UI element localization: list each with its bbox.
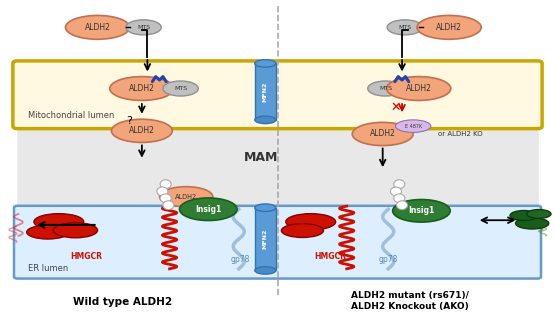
Text: HMGCR: HMGCR: [314, 252, 346, 261]
Text: ALDH2: ALDH2: [436, 23, 462, 32]
Ellipse shape: [255, 60, 276, 67]
Text: ALDH2: ALDH2: [129, 126, 155, 135]
Bar: [255, 208, 276, 270]
Text: ALDH2: ALDH2: [175, 194, 197, 200]
Text: MFN2: MFN2: [263, 82, 268, 102]
Ellipse shape: [34, 214, 84, 230]
Text: MFN2: MFN2: [263, 229, 268, 249]
Ellipse shape: [179, 198, 237, 220]
Ellipse shape: [126, 20, 162, 35]
Ellipse shape: [163, 201, 174, 209]
Ellipse shape: [393, 194, 405, 203]
FancyBboxPatch shape: [14, 206, 541, 278]
Text: E 487K: E 487K: [405, 124, 422, 129]
Text: or ALDH2 KO: or ALDH2 KO: [438, 131, 483, 137]
Text: Insig1: Insig1: [195, 205, 221, 214]
Ellipse shape: [110, 77, 174, 100]
Text: MTS: MTS: [137, 25, 150, 30]
Text: ✕: ✕: [391, 101, 401, 114]
Ellipse shape: [392, 199, 450, 222]
Ellipse shape: [255, 116, 276, 123]
Bar: [17, 120, 538, 208]
Ellipse shape: [163, 81, 198, 96]
Ellipse shape: [160, 180, 171, 189]
Bar: [255, 63, 276, 120]
Text: HMGCR: HMGCR: [70, 252, 103, 261]
Text: MTS: MTS: [379, 86, 392, 91]
Ellipse shape: [53, 223, 98, 238]
Ellipse shape: [387, 77, 451, 100]
Text: ALDH2 mutant (rs671)/: ALDH2 mutant (rs671)/: [351, 291, 470, 300]
Text: Mitochondrial lumen: Mitochondrial lumen: [28, 111, 115, 120]
Text: MTS: MTS: [398, 25, 411, 30]
Ellipse shape: [395, 120, 431, 132]
Ellipse shape: [112, 119, 172, 142]
Text: gp78: gp78: [379, 255, 398, 264]
Ellipse shape: [160, 194, 171, 203]
Ellipse shape: [368, 81, 403, 96]
Ellipse shape: [352, 122, 413, 146]
Ellipse shape: [516, 218, 549, 229]
Text: ALDH2 Knockout (AKO): ALDH2 Knockout (AKO): [351, 302, 469, 311]
Ellipse shape: [393, 180, 405, 189]
Ellipse shape: [160, 187, 213, 207]
Ellipse shape: [157, 187, 168, 196]
Ellipse shape: [281, 224, 324, 238]
Text: ?: ?: [126, 117, 132, 126]
Ellipse shape: [255, 266, 276, 274]
Text: ALDH2: ALDH2: [129, 84, 155, 93]
Text: ALDH2: ALDH2: [370, 129, 396, 139]
Ellipse shape: [255, 204, 276, 211]
Ellipse shape: [510, 210, 538, 220]
Ellipse shape: [417, 15, 481, 39]
Text: MTS: MTS: [174, 86, 187, 91]
Ellipse shape: [527, 209, 551, 218]
Text: Wild type ALDH2: Wild type ALDH2: [73, 297, 172, 307]
FancyBboxPatch shape: [13, 61, 542, 129]
Ellipse shape: [390, 187, 401, 196]
Text: MAM: MAM: [244, 151, 278, 164]
Ellipse shape: [286, 214, 336, 230]
Text: ALDH2: ALDH2: [406, 84, 432, 93]
Text: ER lumen: ER lumen: [28, 264, 69, 273]
Text: Insig1: Insig1: [408, 206, 435, 215]
Ellipse shape: [27, 225, 69, 239]
Text: gp78: gp78: [230, 255, 250, 264]
Ellipse shape: [396, 201, 407, 209]
Text: ALDH2: ALDH2: [85, 23, 110, 32]
Ellipse shape: [65, 15, 130, 39]
Ellipse shape: [387, 20, 422, 35]
